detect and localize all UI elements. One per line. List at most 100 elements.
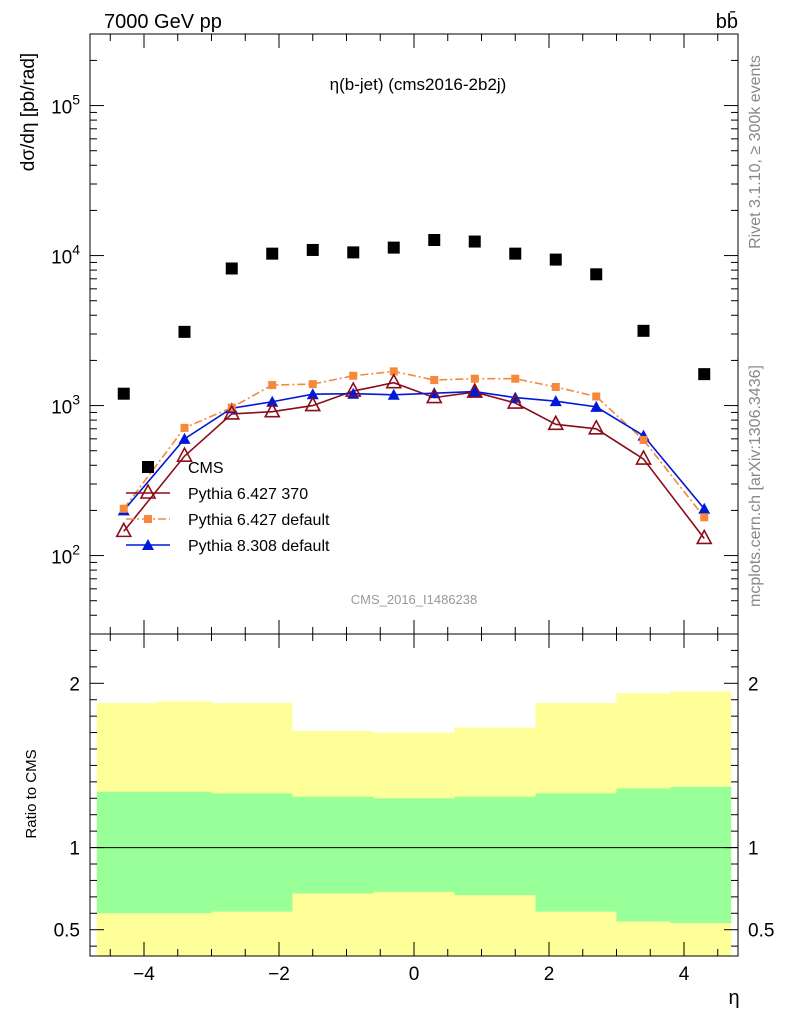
rivet-label: Rivet 3.1.10, ≥ 300k events: [747, 55, 764, 249]
tick-label-base: 10: [51, 98, 72, 119]
process-label: bb̄: [716, 10, 738, 33]
pythia6-default-point: [551, 382, 560, 391]
cms-point: [225, 262, 238, 275]
tick-label-base: 10: [51, 398, 72, 419]
site-label: mcplots.cern.ch [arXiv:1306.3436]: [747, 365, 764, 607]
main-y-tick-label: 104: [51, 242, 80, 269]
cms-point: [347, 246, 360, 259]
cms-point: [468, 235, 481, 248]
ratio-y-tick-label-right: 2: [748, 674, 759, 695]
pythia6-default-point: [389, 367, 398, 376]
ratio-band-inner: [454, 796, 495, 896]
pythia6-370-point: [176, 446, 193, 462]
ratio-band-inner: [333, 796, 374, 894]
pythia6-370-point: [466, 382, 484, 398]
x-tick-label: 0: [409, 964, 420, 985]
x-tick-label: −4: [133, 964, 155, 985]
cms-point: [178, 325, 191, 338]
pythia6-default-point: [470, 374, 479, 383]
ratio-band-inner: [252, 793, 293, 912]
cms-point: [509, 247, 522, 260]
pythia6-default-point: [119, 504, 128, 513]
tick-label-base: 10: [51, 548, 72, 569]
main-y-tick-label: 102: [51, 542, 80, 569]
cms-point: [306, 243, 319, 256]
pythia6-370-point: [115, 521, 133, 538]
p6_370-line: [123, 381, 705, 539]
cms-point: [142, 461, 154, 473]
main-y-axis-label: dσ/dη [pb/rad]: [18, 53, 39, 171]
pythia6-370-point: [425, 387, 443, 404]
ratio-band-inner: [576, 793, 617, 912]
pythia8-default-point: [590, 400, 603, 412]
cms-point: [590, 268, 603, 281]
pythia6-default-point: [349, 371, 358, 380]
tick-label-exponent: 5: [72, 92, 80, 108]
p6_default-line: [123, 370, 705, 518]
pythia6-370-point: [547, 414, 565, 431]
pythia6-370-point: [506, 393, 524, 409]
cms-point: [549, 253, 562, 266]
legend-label-p8_default: Pythia 8.308 default: [188, 538, 330, 555]
pythia8-default-point: [142, 539, 154, 550]
x-axis-label: η: [728, 987, 739, 1009]
x-tick-label: −2: [268, 964, 290, 985]
tick-label-exponent: 3: [72, 392, 80, 408]
ratio-y-tick-label-right: 0.5: [748, 921, 774, 942]
pythia6-default-point: [592, 392, 601, 401]
ratio-band-inner: [211, 793, 252, 912]
pythia6-default-point: [700, 513, 709, 522]
pythia8-default-point: [387, 388, 400, 400]
data-series: [115, 233, 713, 545]
pythia8-default-point: [178, 432, 191, 444]
pythia6-370-point: [263, 402, 281, 418]
cms-point: [698, 368, 711, 381]
ratio-band-inner: [373, 798, 414, 892]
cms-point: [387, 241, 400, 254]
x-tick-label: 4: [679, 964, 690, 985]
pythia6-default-point: [308, 380, 317, 389]
ratio-y-tick-label-left: 2: [69, 674, 80, 695]
main-y-tick-label: 105: [51, 92, 80, 119]
legend-label-p6_default: Pythia 6.427 default: [188, 512, 330, 529]
ratio-band-inner: [616, 788, 671, 922]
tick-label-exponent: 4: [72, 242, 80, 258]
ratio-band-inner: [292, 796, 333, 894]
ratio-band-inner: [495, 796, 536, 896]
pythia6-default-point: [268, 381, 277, 390]
plot-title: η(b-jet) (cms2016-2b2j): [330, 75, 507, 94]
pythia6-370-point: [695, 528, 713, 545]
pythia6-370-point: [385, 373, 403, 389]
energy-label: 7000 GeV pp: [104, 11, 222, 33]
pythia8-default-point: [698, 502, 711, 514]
pythia6-default-point: [639, 435, 648, 444]
ratio-band-inner: [96, 791, 158, 914]
ratio-band-inner: [414, 798, 455, 892]
cms-point: [117, 387, 130, 400]
cms-point: [266, 247, 279, 260]
ratio-uncertainty-bands: [96, 691, 732, 956]
main-y-tick-label: 103: [51, 392, 80, 419]
pythia6-370-point: [223, 404, 241, 420]
ratio-y-tick-label-right: 1: [748, 839, 759, 860]
pythia6-default-point: [430, 376, 439, 385]
ratio-y-axis-label: Ratio to CMS: [23, 749, 40, 838]
x-tick-label: 2: [544, 964, 555, 985]
pythia8-default-point: [468, 385, 481, 397]
legend-label-p6_370: Pythia 6.427 370: [188, 486, 308, 503]
pythia8-default-point: [306, 388, 319, 400]
tick-label-exponent: 2: [72, 542, 80, 558]
legend: CMS Pythia 6.427 370 Pythia 6.427 default P…: [126, 460, 330, 555]
pythia6-370-point: [587, 419, 605, 435]
pythia6-370-point: [635, 449, 652, 465]
ratio-band-inner: [535, 793, 576, 912]
pythia6-370-point: [304, 395, 322, 412]
ratio-y-tick-label-left: 1: [69, 839, 80, 860]
p8_default-line: [123, 390, 705, 511]
pythia6-default-point: [180, 423, 189, 432]
pythia6-370-point: [344, 381, 362, 397]
pythia6-default-point: [144, 515, 152, 523]
cms-point: [428, 233, 441, 246]
